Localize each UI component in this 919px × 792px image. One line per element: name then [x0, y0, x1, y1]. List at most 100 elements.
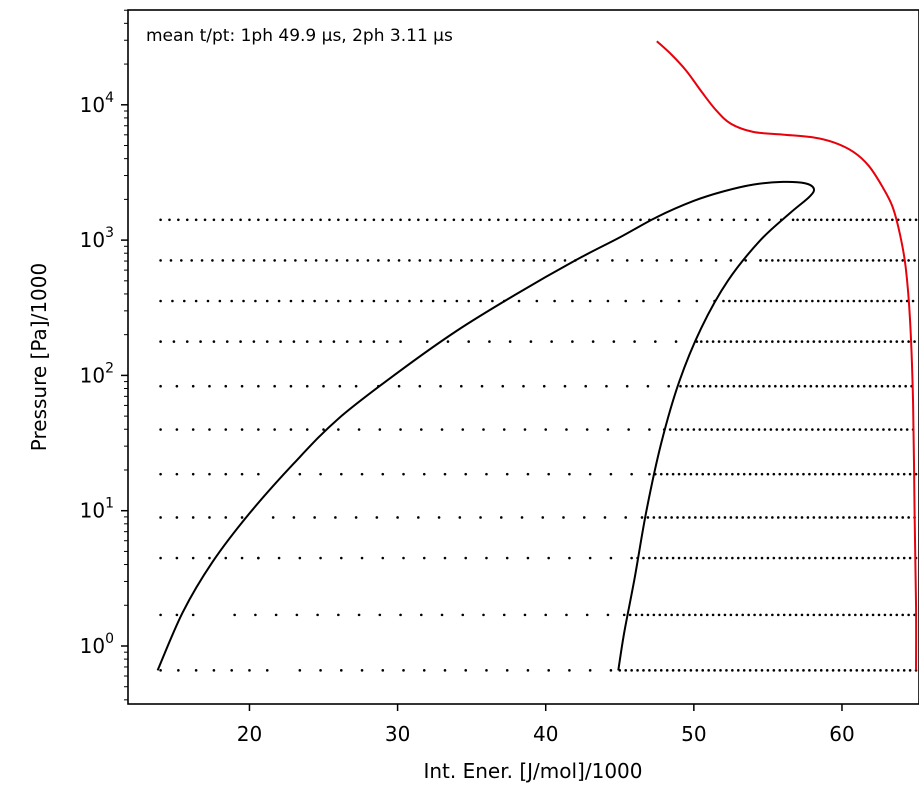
sample-point: [624, 516, 628, 519]
sample-point: [563, 384, 567, 388]
sample-point: [799, 299, 802, 303]
sample-point: [753, 340, 756, 343]
sample-point: [713, 472, 716, 476]
sample-point: [658, 516, 662, 519]
sample-point: [625, 384, 629, 388]
sample-point: [191, 516, 195, 519]
sample-point: [348, 299, 352, 303]
sample-point: [879, 472, 882, 476]
sample-point: [547, 669, 550, 672]
sample-point: [568, 556, 571, 560]
sample-point: [325, 299, 328, 303]
sample-point: [298, 669, 302, 672]
sample-point: [685, 218, 688, 222]
sample-point: [517, 299, 521, 303]
sample-point: [224, 384, 228, 388]
sample-point: [694, 613, 697, 617]
sample-point: [159, 259, 162, 262]
sample-point: [751, 428, 755, 431]
sample-point: [175, 556, 179, 560]
sample-point: [834, 299, 838, 303]
sample-point: [781, 299, 785, 303]
sample-point: [325, 259, 328, 262]
x-tick-label: 60: [829, 722, 854, 746]
sample-point: [319, 218, 322, 222]
sample-point: [854, 613, 857, 617]
sample-point: [670, 613, 673, 617]
y-axis: 100 101 102 103 104: [80, 9, 128, 701]
sample-point: [728, 299, 731, 303]
sample-point: [907, 340, 910, 343]
sample-point: [855, 556, 859, 560]
sample-point: [265, 299, 269, 303]
sample-point: [622, 613, 626, 617]
sample-point: [831, 218, 835, 222]
sample-point: [788, 259, 792, 262]
sample-point: [726, 384, 730, 388]
sample-point: [696, 218, 700, 222]
sample-point: [659, 299, 663, 303]
sample-point: [381, 556, 385, 560]
sample-point: [830, 259, 833, 262]
sample-point: [221, 218, 225, 222]
sample-point: [603, 218, 607, 222]
sample-point: [224, 428, 228, 431]
dot-row: [159, 299, 915, 303]
sample-point: [741, 613, 745, 617]
sample-point: [337, 613, 340, 617]
sample-point: [224, 556, 228, 560]
sample-point: [479, 299, 482, 303]
sample-point: [683, 669, 687, 672]
sample-point: [319, 556, 322, 560]
sample-point: [701, 472, 705, 476]
sample-point: [314, 259, 318, 262]
sample-point: [185, 218, 189, 222]
sample-point: [790, 472, 793, 476]
sample-point: [480, 384, 484, 388]
sample-point: [861, 669, 865, 672]
sample-point: [159, 556, 162, 560]
sample-point: [852, 299, 856, 303]
x-tick-label: 50: [681, 722, 706, 746]
sample-point: [273, 259, 276, 262]
sample-point: [582, 516, 586, 519]
sample-point: [741, 340, 745, 343]
sample-point: [766, 556, 770, 560]
sample-point: [816, 299, 820, 303]
sample-point: [747, 516, 750, 519]
sample-point: [363, 218, 367, 222]
sample-point: [175, 384, 179, 388]
sample-point: [704, 428, 707, 431]
sample-point: [642, 556, 645, 560]
sample-point: [803, 384, 807, 388]
sample-point: [482, 613, 485, 617]
sample-point: [765, 516, 768, 519]
sample-point: [670, 259, 673, 262]
sample-point: [377, 259, 380, 262]
sample-point: [837, 218, 841, 222]
sample-point: [757, 299, 761, 303]
sample-point: [837, 669, 841, 672]
sample-point: [544, 428, 548, 431]
sample-point: [794, 340, 798, 343]
sample-point: [501, 259, 505, 262]
sample-point: [671, 472, 675, 476]
sample-point: [648, 669, 651, 672]
sample-point: [356, 259, 359, 262]
sample-point: [879, 669, 882, 672]
sample-point: [633, 340, 636, 343]
sample-point: [422, 556, 426, 560]
sample-point: [254, 299, 257, 303]
sample-point: [756, 384, 759, 388]
dot-row: [159, 218, 918, 222]
sample-point: [710, 428, 713, 431]
sample-point: [553, 299, 556, 303]
sample-point: [458, 516, 462, 519]
sample-point: [713, 556, 716, 560]
sample-point: [265, 340, 269, 343]
sample-point: [739, 428, 743, 431]
sample-point: [542, 259, 546, 262]
sample-point: [882, 299, 885, 303]
sample-point: [836, 259, 839, 262]
sample-point: [585, 428, 589, 431]
